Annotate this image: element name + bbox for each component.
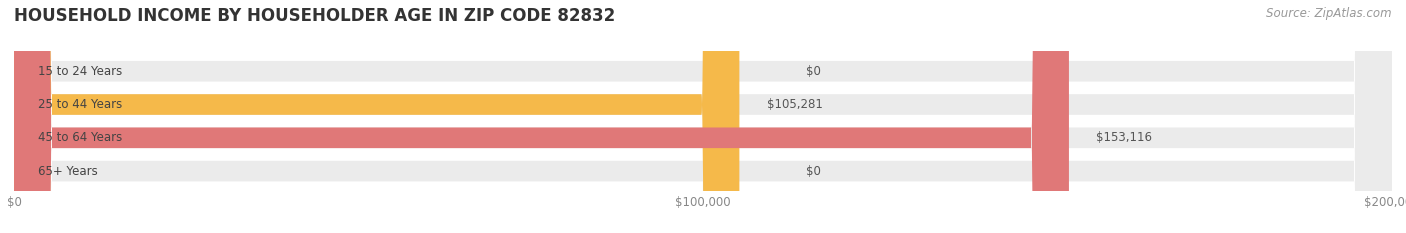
Text: $0: $0 bbox=[807, 65, 821, 78]
Text: Source: ZipAtlas.com: Source: ZipAtlas.com bbox=[1267, 7, 1392, 20]
FancyBboxPatch shape bbox=[14, 0, 1392, 233]
FancyBboxPatch shape bbox=[14, 0, 740, 233]
Text: $153,116: $153,116 bbox=[1097, 131, 1153, 144]
Text: 45 to 64 Years: 45 to 64 Years bbox=[38, 131, 122, 144]
Text: $0: $0 bbox=[807, 164, 821, 178]
Text: 15 to 24 Years: 15 to 24 Years bbox=[38, 65, 122, 78]
Text: HOUSEHOLD INCOME BY HOUSEHOLDER AGE IN ZIP CODE 82832: HOUSEHOLD INCOME BY HOUSEHOLDER AGE IN Z… bbox=[14, 7, 616, 25]
FancyBboxPatch shape bbox=[14, 0, 1069, 233]
Text: 65+ Years: 65+ Years bbox=[38, 164, 98, 178]
FancyBboxPatch shape bbox=[14, 0, 1392, 233]
FancyBboxPatch shape bbox=[14, 0, 1392, 233]
Text: 25 to 44 Years: 25 to 44 Years bbox=[38, 98, 122, 111]
Text: $105,281: $105,281 bbox=[766, 98, 823, 111]
FancyBboxPatch shape bbox=[14, 0, 1392, 233]
